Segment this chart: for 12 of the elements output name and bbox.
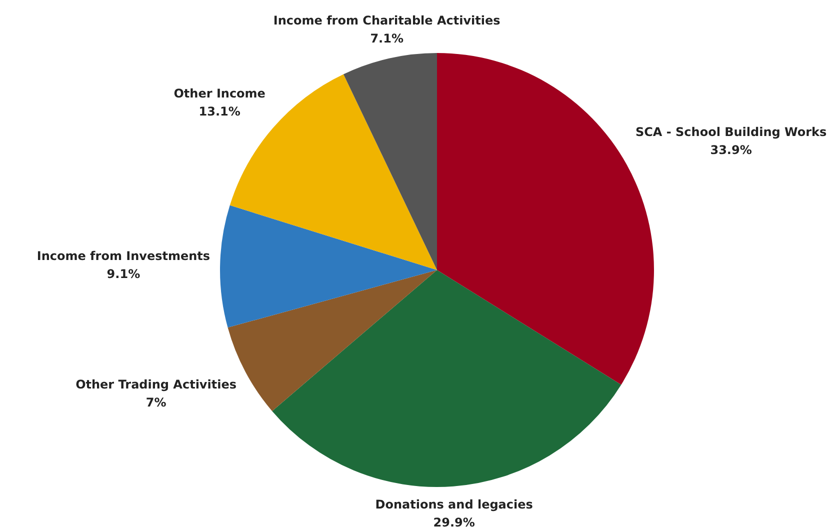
data-label: 13.1%: [198, 104, 240, 118]
data-label: 29.9%: [433, 515, 475, 530]
slice-label: Income from Charitable Activities: [273, 14, 500, 28]
data-label: 7.1%: [370, 32, 404, 46]
data-label: 7%: [146, 396, 166, 410]
slice-label: Donations and legacies: [375, 497, 533, 512]
slice-label: Other Trading Activities: [76, 378, 237, 392]
slice-label: SCA - School Building Works: [635, 124, 827, 139]
slice-label: Other Income: [174, 86, 266, 100]
data-label: 9.1%: [106, 267, 140, 282]
data-label: 33.9%: [710, 142, 752, 157]
slice-label: Income from Investments: [36, 249, 210, 264]
